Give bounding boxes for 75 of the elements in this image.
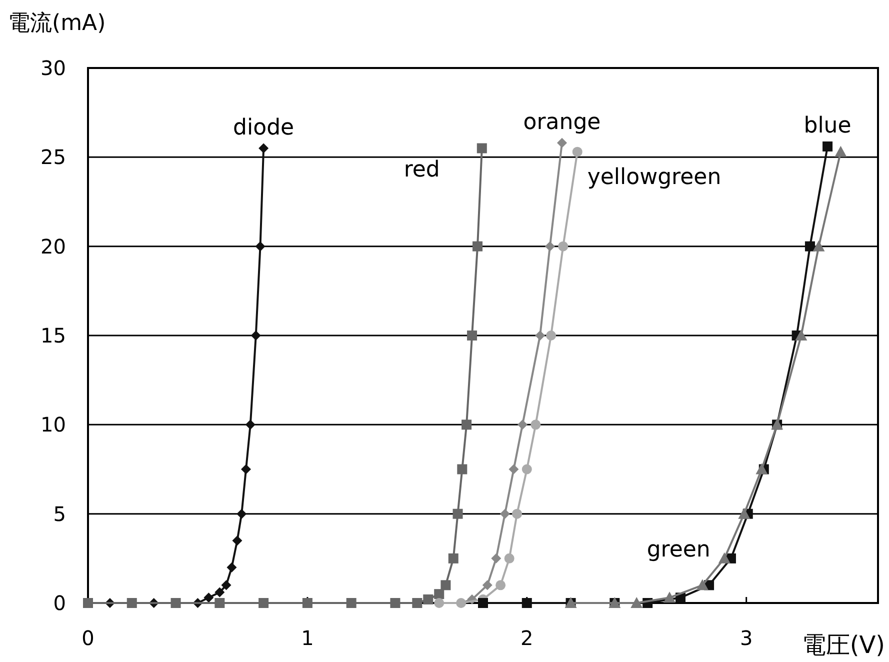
point xyxy=(346,598,356,608)
point xyxy=(302,598,312,608)
x-axis-title: 電圧(V) xyxy=(802,631,885,659)
y-tick-label: 25 xyxy=(40,145,66,170)
point xyxy=(756,463,768,474)
y-tick-label: 30 xyxy=(40,56,66,80)
point xyxy=(491,553,502,564)
point xyxy=(221,580,232,590)
point xyxy=(478,598,488,608)
point xyxy=(448,553,458,564)
point xyxy=(522,598,532,608)
point xyxy=(834,146,847,157)
point xyxy=(518,420,528,430)
series-label: orange xyxy=(523,110,601,135)
point xyxy=(812,240,825,252)
x-tick-label: 3 xyxy=(740,626,753,650)
point xyxy=(440,580,451,590)
point xyxy=(452,508,463,519)
series-label: yellowgreen xyxy=(587,164,722,190)
point xyxy=(496,580,506,590)
point xyxy=(258,143,269,154)
point xyxy=(226,562,237,572)
series-label: green xyxy=(646,537,710,562)
point xyxy=(664,592,676,603)
point xyxy=(738,508,750,519)
point xyxy=(822,141,833,152)
point xyxy=(462,420,472,430)
point xyxy=(512,508,522,519)
point xyxy=(558,241,568,252)
point xyxy=(241,464,251,474)
point xyxy=(522,464,532,474)
point xyxy=(457,464,468,474)
series-label: blue xyxy=(804,113,852,138)
y-tick-label: 15 xyxy=(40,324,66,348)
point xyxy=(557,138,567,148)
point xyxy=(572,146,582,157)
point xyxy=(472,241,483,252)
point xyxy=(535,330,546,340)
y-tick-label: 0 xyxy=(53,591,66,615)
series-label: diode xyxy=(233,115,294,140)
point xyxy=(795,330,808,340)
y-axis-title: 電流(mA) xyxy=(8,11,106,36)
point xyxy=(232,536,242,546)
series-label: red xyxy=(404,157,440,182)
point xyxy=(630,597,643,608)
point xyxy=(204,592,214,603)
point xyxy=(500,508,510,519)
point xyxy=(530,420,541,430)
point xyxy=(250,330,261,340)
point xyxy=(804,241,815,252)
point xyxy=(255,241,266,252)
point xyxy=(504,553,514,564)
x-tick-label: 0 xyxy=(82,626,94,650)
point xyxy=(482,580,492,590)
point xyxy=(696,579,708,590)
point xyxy=(245,420,256,430)
point xyxy=(718,552,730,564)
point xyxy=(544,241,555,252)
x-tick-label: 2 xyxy=(520,626,534,650)
y-tick-label: 5 xyxy=(53,502,66,526)
point xyxy=(423,594,434,604)
point xyxy=(258,598,269,608)
point xyxy=(546,330,556,340)
point xyxy=(214,587,225,598)
y-tick-label: 10 xyxy=(40,412,66,437)
point xyxy=(412,598,422,608)
point xyxy=(390,598,400,608)
y-tick-label: 20 xyxy=(40,234,66,258)
point xyxy=(508,464,519,474)
point xyxy=(467,330,478,340)
x-tick-label: 1 xyxy=(301,626,314,650)
point xyxy=(236,508,247,519)
point xyxy=(434,589,444,600)
point xyxy=(476,143,487,154)
point xyxy=(214,598,225,608)
